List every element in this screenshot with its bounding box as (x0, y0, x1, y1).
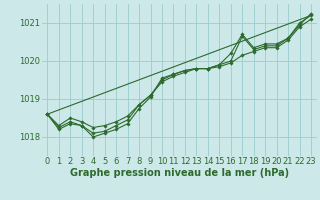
X-axis label: Graphe pression niveau de la mer (hPa): Graphe pression niveau de la mer (hPa) (70, 168, 289, 178)
